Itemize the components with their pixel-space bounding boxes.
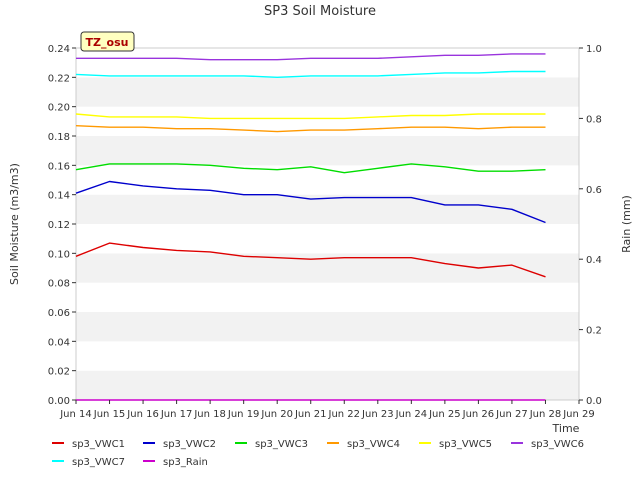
y2-tick-label: 0.0 [586, 396, 602, 407]
y-tick-label: 0.04 [48, 337, 70, 348]
tz-badge-box [80, 31, 135, 52]
x-tick-label: Jun 28 [529, 409, 562, 420]
x-tick-label: Jun 20 [260, 409, 293, 420]
x-axis: Jun 14 Jun 15 Jun 16 Jun 17 Jun 18 Jun 19 Jun … [59, 400, 595, 420]
legend-label: sp3_VWC7 [72, 457, 125, 468]
legend-label: sp3_VWC5 [439, 439, 492, 450]
series-line-sp3_VWC7 [75, 70, 546, 79]
x-tick-label: Jun 25 [428, 409, 461, 420]
grid-band [76, 282, 579, 312]
legend-item-sp3_VWC6: sp3_VWC6 [511, 439, 584, 450]
legend-label: sp3_VWC1 [72, 439, 125, 450]
legend-item-sp3_Rain: sp3_Rain [143, 457, 208, 468]
series-line-sp3_VWC5 [75, 113, 546, 120]
y2-tick-label: 0.4 [586, 255, 602, 266]
series-line-sp3_VWC1 [75, 242, 546, 278]
grid-band [76, 194, 579, 224]
x-tick-label: Jun 19 [227, 409, 260, 420]
x-tick-label: Jun 14 [59, 409, 92, 420]
series-lines [75, 53, 546, 401]
y2-axis-label: Rain (mm) [620, 195, 633, 253]
legend-label: sp3_VWC6 [531, 439, 584, 450]
legend-item-sp3_VWC4: sp3_VWC4 [327, 439, 400, 450]
x-tick-label: Jun 26 [462, 409, 495, 420]
y-tick-label: 0.20 [48, 103, 70, 114]
legend-label: sp3_VWC2 [163, 439, 216, 450]
series-line-sp3_VWC2 [75, 180, 546, 224]
x-tick-label: Jun 17 [160, 409, 193, 420]
grid-band [76, 341, 579, 371]
x-tick-label: Jun 18 [193, 409, 226, 420]
x-tick-label: Jun 15 [93, 409, 126, 420]
tz-badge-text: TZ_osu [86, 36, 129, 49]
y-tick-label: 0.18 [48, 132, 70, 143]
y2-tick-label: 0.8 [586, 114, 602, 125]
x-axis-label: Time [552, 422, 580, 435]
legend-item-sp3_VWC3: sp3_VWC3 [235, 439, 308, 450]
y-tick-label: 0.08 [48, 279, 70, 290]
x-tick-label: Jun 27 [495, 409, 528, 420]
legend-item-sp3_VWC5: sp3_VWC5 [419, 439, 492, 450]
grid-band [76, 253, 579, 283]
y2-tick-label: 1.0 [586, 44, 602, 55]
grid-band [76, 77, 579, 107]
y-tick-label: 0.12 [48, 220, 70, 231]
grid-band [76, 106, 579, 136]
y-axis-label: Soil Moisture (m3/m3) [8, 163, 21, 285]
grid-band [76, 312, 579, 342]
legend-item-sp3_VWC1: sp3_VWC1 [52, 439, 125, 450]
grid-band [76, 136, 579, 166]
y-axis-left: 0.00 0.02 0.04 0.06 0.08 0.10 0.12 0.14 0.16 0.18… [48, 44, 76, 407]
legend-item-sp3_VWC2: sp3_VWC2 [143, 439, 216, 450]
x-tick-label: Jun 24 [395, 409, 428, 420]
chart-title: SP3 Soil Moisture [264, 4, 376, 19]
grid-band [76, 224, 579, 254]
y-axis-right: 0.0 0.2 0.4 0.6 0.8 1.0 [579, 44, 602, 407]
y-tick-label: 0.16 [48, 161, 70, 172]
grid-band [76, 48, 579, 78]
y-tick-label: 0.14 [48, 191, 70, 202]
x-tick-label: Jun 21 [294, 409, 327, 420]
x-tick-label: Jun 16 [126, 409, 159, 420]
y-tick-label: 0.02 [48, 367, 70, 378]
legend-label: sp3_VWC4 [347, 439, 400, 450]
x-tick-label: Jun 29 [562, 409, 595, 420]
y2-tick-label: 0.2 [586, 326, 602, 337]
legend-label: sp3_VWC3 [255, 439, 308, 450]
legend-item-sp3_VWC7: sp3_VWC7 [52, 457, 125, 468]
tz-badge: TZ_osu [80, 31, 135, 52]
y-tick-label: 0.22 [48, 73, 70, 84]
y2-tick-label: 0.6 [586, 185, 602, 196]
y-tick-label: 0.06 [48, 308, 70, 319]
legend-label: sp3_Rain [163, 457, 208, 468]
series-line-sp3_VWC4 [75, 125, 546, 133]
series-line-sp3_VWC3 [75, 163, 546, 174]
x-tick-label: Jun 23 [361, 409, 394, 420]
legend: sp3_VWC1 sp3_VWC2 sp3_VWC3 sp3_VWC4 sp3_VWC5… [52, 439, 584, 468]
grid-band [76, 370, 579, 400]
y-tick-label: 0.00 [48, 396, 70, 407]
y-tick-label: 0.24 [48, 44, 70, 55]
plot-bands [76, 48, 579, 400]
series-line-sp3_VWC6 [76, 53, 546, 61]
x-tick-label: Jun 22 [328, 409, 361, 420]
y-tick-label: 0.10 [48, 249, 70, 260]
